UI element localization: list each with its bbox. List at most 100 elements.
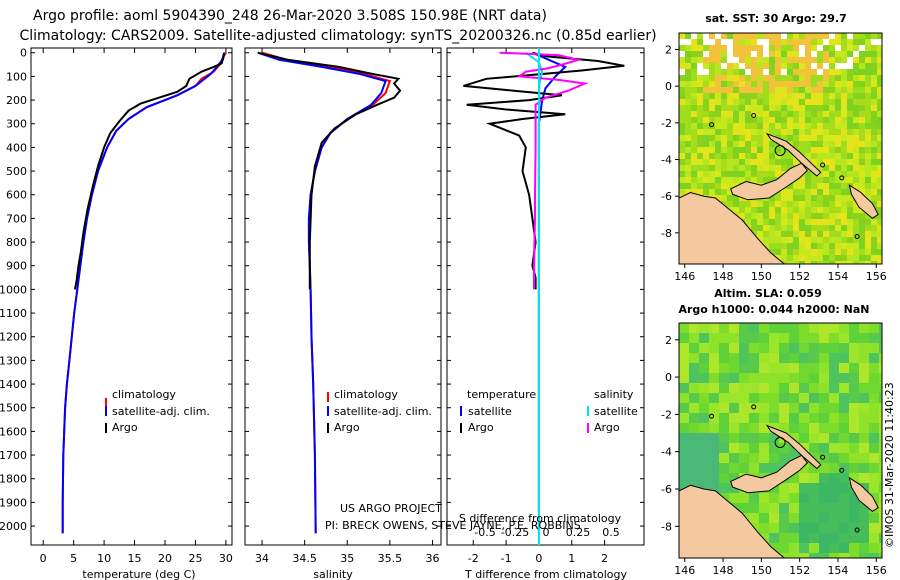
map-cell: [703, 183, 709, 189]
map-cell: [879, 343, 882, 353]
map-cell: [877, 123, 882, 129]
map-cell: [739, 39, 745, 45]
map-cell: [759, 403, 769, 413]
map-cell: [781, 219, 787, 225]
map-cell: [749, 393, 759, 403]
map-cell: [721, 45, 727, 51]
map-cell: [679, 443, 689, 453]
map-cell: [809, 323, 819, 333]
map-cell: [829, 105, 835, 111]
map-cell: [727, 51, 733, 57]
map-cell: [823, 39, 829, 45]
map-cell: [829, 63, 835, 69]
map-cell: [751, 57, 757, 63]
map-cell: [829, 129, 835, 135]
map-cell: [759, 443, 769, 453]
map-cell: [709, 81, 715, 87]
map-cell: [839, 343, 849, 353]
map-cell: [769, 57, 775, 63]
map-cell: [769, 503, 779, 513]
map-cell: [799, 57, 805, 63]
map-cell: [715, 51, 721, 57]
map-cell: [727, 57, 733, 63]
map-cell: [839, 403, 849, 413]
map-cell: [719, 423, 729, 433]
map-cell: [727, 189, 733, 195]
map-cell: [733, 33, 739, 39]
map-cell: [847, 39, 853, 45]
temperature-xlabel: temperature (deg C): [82, 568, 195, 580]
map-cell: [869, 473, 879, 483]
map-cell: [823, 111, 829, 117]
map-cell: [811, 249, 817, 255]
map-cell: [685, 63, 691, 69]
map-cell: [697, 159, 703, 165]
map-cell: [879, 393, 882, 403]
map-cell: [751, 93, 757, 99]
map-cell: [727, 165, 733, 171]
map-cell: [877, 117, 882, 123]
map-cell: [679, 33, 685, 39]
legend-t-argo-label: Argo: [468, 421, 494, 434]
map-cell: [799, 363, 809, 373]
map-cell: [859, 81, 865, 87]
map-cell: [699, 413, 709, 423]
map-cell: [739, 45, 745, 51]
map-cell: [865, 57, 871, 63]
map-cell: [759, 383, 769, 393]
map-cell: [877, 237, 882, 243]
map-cell: [829, 45, 835, 51]
map-cell: [757, 129, 763, 135]
timestamp: ©IMOS 31-Mar-2020 11:40:23: [883, 382, 896, 548]
map-cell: [703, 75, 709, 81]
map-cell: [859, 261, 865, 264]
map-cell: [799, 231, 805, 237]
depth-tick-label: 500: [6, 165, 27, 178]
map-cell: [703, 147, 709, 153]
map-cell: [709, 159, 715, 165]
map-cell: [769, 177, 775, 183]
map-cell: [709, 147, 715, 153]
map-cell: [811, 213, 817, 219]
map-cell: [703, 69, 709, 75]
map-cell: [685, 45, 691, 51]
map-cell: [685, 111, 691, 117]
map-cell: [727, 141, 733, 147]
map-cell: [697, 171, 703, 177]
map-cell: [679, 323, 689, 333]
map-cell: [679, 393, 689, 403]
map-cell: [721, 39, 727, 45]
map-cell: [793, 81, 799, 87]
map-cell: [839, 503, 849, 513]
map-cell: [823, 177, 829, 183]
map-cell: [759, 463, 769, 473]
map-cell: [799, 51, 805, 57]
map-cell: [865, 105, 871, 111]
map-cell: [853, 171, 859, 177]
map-cell: [775, 111, 781, 117]
map-cell: [811, 225, 817, 231]
map-cell: [745, 213, 751, 219]
land-new-britain: [730, 454, 808, 494]
map-cell: [859, 243, 865, 249]
map-cell: [703, 105, 709, 111]
map-cell: [799, 353, 809, 363]
map-cell: [847, 231, 853, 237]
map-y-tick-label: -8: [661, 227, 672, 240]
map-cell: [841, 147, 847, 153]
map-cell: [715, 195, 721, 201]
land-new-britain: [730, 162, 808, 201]
map-cell: [763, 243, 769, 249]
map-cell: [719, 363, 729, 373]
map-cell: [817, 177, 823, 183]
map-cell: [721, 117, 727, 123]
map-cell: [841, 99, 847, 105]
map-cell: [859, 249, 865, 255]
map-cell: [847, 171, 853, 177]
map-cell: [697, 123, 703, 129]
map-cell: [835, 183, 841, 189]
map-cell: [721, 87, 727, 93]
map-cell: [691, 93, 697, 99]
depth-tick-label: 300: [6, 118, 27, 131]
map-cell: [841, 243, 847, 249]
